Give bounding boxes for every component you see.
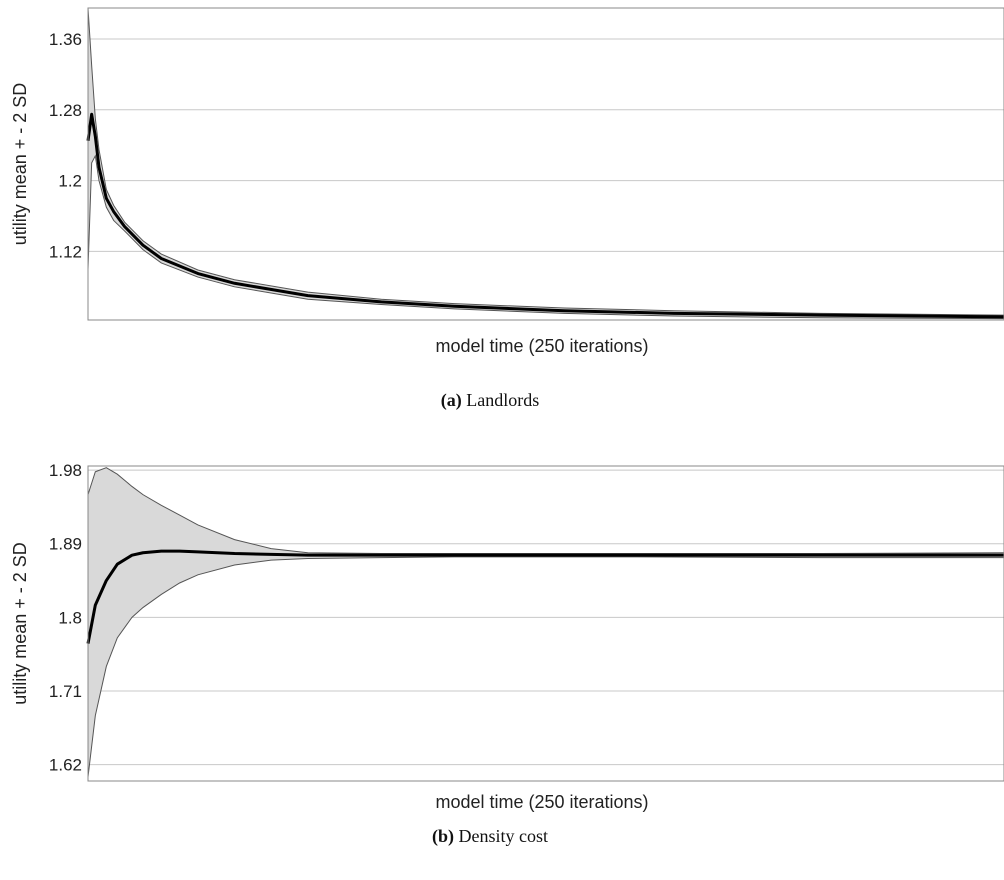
mean-line — [86, 112, 1004, 319]
x-axis-label: model time (250 iterations) — [435, 792, 648, 812]
lower-sd-line — [87, 556, 1004, 777]
caption-tag: (a) — [440, 390, 462, 410]
y-tick-label: 1.28 — [49, 101, 82, 120]
plot-frame — [87, 465, 1004, 782]
y-tick-label: 1.8 — [58, 608, 82, 627]
y-tick-label: 1.89 — [49, 535, 82, 554]
upper-sd-line — [87, 467, 1004, 555]
caption-density-cost: (b) Density cost — [0, 826, 980, 847]
chart-panel-density-cost: 1.98 1.89 1.8 1.71 1.62 model time (250 itera… — [0, 456, 1004, 880]
caption-text: Landlords — [466, 390, 540, 410]
plot-frame — [87, 7, 1004, 321]
chart-density-cost: 1.98 1.89 1.8 1.71 1.62 model time (250 itera… — [10, 461, 1004, 812]
chart-landlords: 1.36 1.28 1.2 1.12 model time (250 iteration… — [10, 7, 1004, 356]
upper-sd-line — [87, 7, 1004, 316]
y-tick-label: 1.36 — [49, 30, 82, 49]
caption-landlords: (a) Landlords — [0, 390, 980, 411]
y-axis-label: utility mean + - 2 SD — [10, 542, 30, 705]
sd-band — [88, 467, 1004, 777]
caption-text: Density cost — [458, 826, 549, 846]
y-tick-label: 1.2 — [58, 172, 82, 191]
y-tick-label: 1.98 — [49, 461, 82, 480]
caption-tag: (b) — [432, 826, 454, 846]
y-axis-label: utility mean + - 2 SD — [10, 83, 30, 246]
sd-band — [88, 8, 1004, 319]
y-tick-label: 1.62 — [49, 756, 82, 775]
y-tick-label: 1.71 — [49, 682, 82, 701]
y-tick-label: 1.12 — [49, 242, 82, 261]
lower-sd-line — [87, 154, 1004, 320]
x-axis-label: model time (250 iterations) — [435, 336, 648, 356]
chart-panel-landlords: 1.36 1.28 1.2 1.12 model time (250 iteration… — [0, 0, 1004, 420]
mean-line — [86, 549, 1004, 644]
